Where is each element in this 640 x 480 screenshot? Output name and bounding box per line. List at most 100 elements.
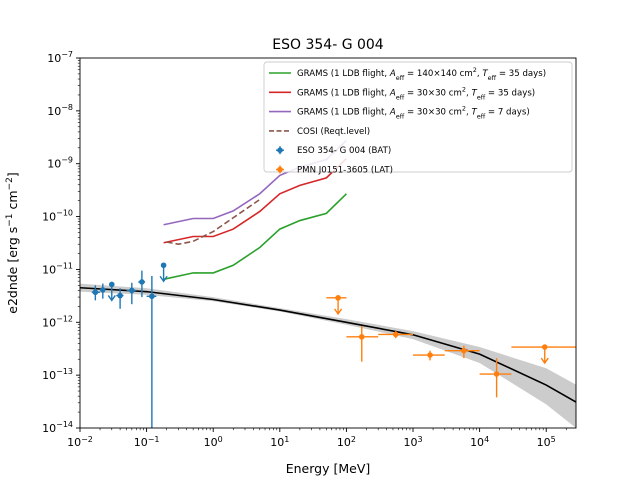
y-axis-title: e2dnde [erg s−1 cm−2]: [5, 172, 20, 314]
model-best-fit-line: [80, 286, 576, 403]
data-series-1: [91, 262, 168, 428]
legend-item-5-label: ESO 354- G 004 (BAT): [297, 146, 391, 156]
legend-item-3-label: GRAMS (1 LDB flight, Aeff = 30×30 cm2, T…: [297, 105, 530, 121]
x-tick-label-5: 102: [337, 435, 356, 450]
legend-item-2-text-mid3: ,: [466, 88, 471, 98]
data-point-2-1-limit-arrow: [334, 308, 343, 316]
data-point-1-8-limit-arrow: [159, 275, 168, 283]
y-tick-label-6: 10−9: [47, 156, 73, 171]
data-point-2-7-limit-arrow: [540, 357, 549, 365]
legend-item-1-text-mid3: ,: [477, 69, 482, 79]
x-tick-label-3: 100: [204, 435, 223, 450]
legend-item-2-text-mid4: T: [471, 88, 477, 98]
x-tick-label-3-exponent: 0: [218, 435, 223, 444]
model-confidence-band: [80, 283, 576, 428]
legend-item-1-text-mid2: = 140×140 cm: [404, 69, 473, 79]
y-tick-label-6-base: 10: [47, 158, 61, 171]
data-point-1-5: [129, 287, 135, 294]
legend-item-3-text-mid1: A: [389, 108, 396, 118]
sensitivity-curve-2: [163, 158, 347, 244]
x-tick-label-2-exponent: −1: [148, 435, 160, 444]
data-point-1-3-limit-arrow: [107, 295, 116, 302]
sensitivity-curve-1: [163, 193, 347, 281]
legend-item-2-label: GRAMS (1 LDB flight, Aeff = 30×30 cm2, T…: [297, 85, 535, 101]
legend-item-3-text-mid2: = 30×30 cm: [404, 108, 462, 118]
x-tick-label-6: 103: [403, 435, 422, 450]
legend-item-2: GRAMS (1 LDB flight, Aeff = 30×30 cm2, T…: [269, 85, 535, 101]
y-axis-title-part: ]: [5, 172, 20, 177]
chart-title: ESO 354- G 004: [272, 37, 384, 53]
data-point-1-1: [92, 289, 99, 296]
y-tick-label-4: 10−11: [42, 261, 73, 276]
legend-item-6-text-pre: PMN J0151-3605 (LAT): [297, 166, 393, 176]
legend-item-5-swatch-marker: [277, 147, 283, 153]
legend-item-1-text-sup1: 2: [473, 66, 477, 74]
y-axis-title-exponent: −2: [5, 177, 15, 190]
x-tick-label-3-base: 10: [204, 436, 218, 449]
data-point-1-7: [149, 293, 155, 300]
data-point-1-4: [117, 292, 123, 299]
legend-item-1-text-sub1: eff: [396, 74, 405, 82]
legend-item-1: GRAMS (1 LDB flight, Aeff = 140×140 cm2,…: [269, 66, 546, 82]
y-tick-label-3-base: 10: [42, 316, 56, 329]
legend-item-5-text-pre: ESO 354- G 004 (BAT): [297, 146, 391, 156]
legend-item-3-text-post: = 7 days): [485, 108, 530, 118]
legend-item-2-text-mid1: A: [389, 88, 396, 98]
x-tick-label-4-exponent: 1: [284, 435, 289, 444]
legend-item-5: ESO 354- G 004 (BAT): [276, 146, 391, 156]
legend-item-3-text-mid3: ,: [466, 108, 471, 118]
data-point-2-3: [392, 331, 399, 338]
data-point-2-5: [461, 347, 467, 354]
x-tick-label-7: 104: [470, 435, 489, 450]
axes-frame: [79, 57, 577, 429]
legend-item-3-text-mid4: T: [471, 108, 477, 118]
legend-item-4-text-pre: COSI (Reqt.level): [297, 127, 370, 137]
axes: 10−2 10−1 100 101 102 103 104 10510−1410−1310−1…: [42, 50, 577, 450]
data-point-1-3: [108, 281, 115, 288]
legend-item-3-text-sup1: 2: [462, 105, 466, 113]
legend-item-2-text-post: = 35 days): [485, 88, 535, 98]
data-point-2-7: [541, 344, 548, 350]
legend-item-3-text-sub2: eff: [477, 113, 486, 121]
y-tick-label-7-base: 10: [47, 105, 61, 118]
y-axis-title-part: e2dnde [erg s: [5, 227, 20, 314]
data-series-2: [326, 295, 576, 398]
x-tick-label-4-base: 10: [270, 436, 284, 449]
y-tick-label-4-base: 10: [42, 263, 56, 276]
y-tick-label-3: 10−12: [42, 314, 73, 329]
sensitivity-curve-4: [166, 198, 261, 246]
legend-item-6-swatch-marker: [277, 166, 283, 173]
y-axis-title-exponent: −1: [5, 213, 15, 226]
legend-item-1-text-post: = 35 days): [496, 69, 546, 79]
data-point-2-6: [493, 371, 500, 377]
x-tick-label-6-base: 10: [403, 436, 417, 449]
x-tick-label-4: 101: [270, 435, 289, 450]
y-tick-label-5: 10−10: [42, 209, 73, 224]
y-tick-label-1-base: 10: [42, 422, 56, 435]
y-tick-label-8: 10−7: [47, 50, 73, 65]
legend-item-6-label: PMN J0151-3605 (LAT): [297, 166, 393, 176]
data-point-1-2: [100, 287, 106, 293]
y-tick-label-5-exponent: −10: [56, 209, 73, 218]
legend-item-4-label: COSI (Reqt.level): [297, 127, 370, 137]
x-tick-label-2: 10−1: [134, 435, 160, 450]
x-tick-label-5-exponent: 2: [351, 435, 356, 444]
y-tick-label-6-exponent: −9: [61, 156, 73, 165]
legend-item-1-text-mid4: T: [482, 69, 488, 79]
data-point-1-8: [160, 262, 167, 269]
y-axis-title-part: cm: [5, 190, 20, 213]
legend-item-1-label: GRAMS (1 LDB flight, Aeff = 140×140 cm2,…: [297, 66, 546, 82]
legend-item-2-text-sub1: eff: [396, 93, 405, 101]
legend-item-3-text-sub1: eff: [396, 113, 405, 121]
data-point-2-4: [427, 352, 433, 358]
x-tick-label-5-base: 10: [337, 436, 351, 449]
y-tick-label-7-exponent: −8: [61, 103, 73, 112]
legend-box: [263, 61, 573, 173]
legend-item-3: GRAMS (1 LDB flight, Aeff = 30×30 cm2, T…: [269, 105, 530, 121]
x-tick-label-8-exponent: 5: [551, 435, 556, 444]
y-tick-label-8-exponent: −7: [61, 50, 73, 59]
y-tick-label-3-exponent: −12: [56, 314, 73, 323]
x-tick-label-1-base: 10: [67, 436, 81, 449]
y-tick-label-2-exponent: −13: [56, 367, 73, 376]
y-tick-label-7: 10−8: [47, 103, 73, 118]
